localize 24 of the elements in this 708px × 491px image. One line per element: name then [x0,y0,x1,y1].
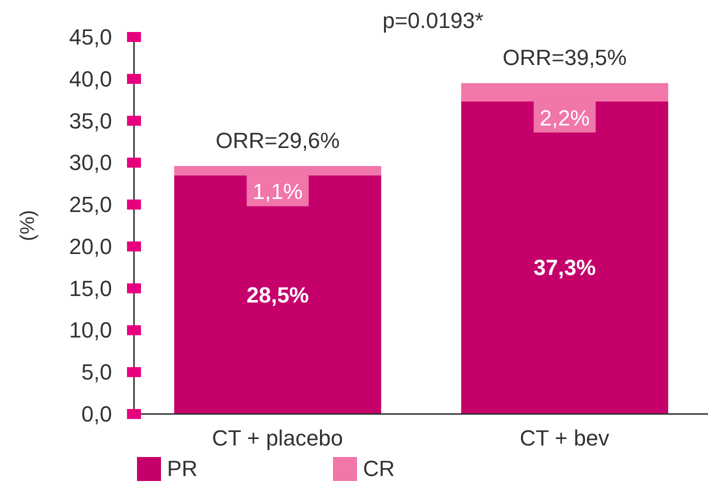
bar [461,102,668,414]
y-tick-label: 40,0 [69,66,112,92]
y-tick-label: 10,0 [69,318,112,343]
y-tick-label: 45,0 [69,24,112,50]
legend-label: PR [167,456,198,482]
total-label: ORR=29,6% [216,128,340,153]
data-label: 28,5% [246,282,309,308]
total-label: ORR=39,5% [502,44,627,70]
y-tick-label: 20,0 [69,234,112,259]
y-tick-label: 35,0 [69,108,112,134]
text: p=0.0193* [382,8,484,34]
y-tick-label: 25,0 [69,192,112,218]
x-tick-label: CT + placebo [212,426,344,451]
bar [174,175,382,414]
y-tick-label: 15,0 [69,276,112,301]
data-label: 37,3% [533,254,596,280]
x-tick-label: CT + bev [520,426,610,451]
y-tick-label: 0,0 [81,402,112,426]
y-axis-title: (%) [17,210,39,242]
data-label: 2,2% [540,105,590,130]
legend-label: CR [363,456,395,482]
y-tick-label: 5,0 [81,360,112,385]
data-label: 1,1% [252,178,303,204]
y-tick-label: 30,0 [69,150,112,176]
